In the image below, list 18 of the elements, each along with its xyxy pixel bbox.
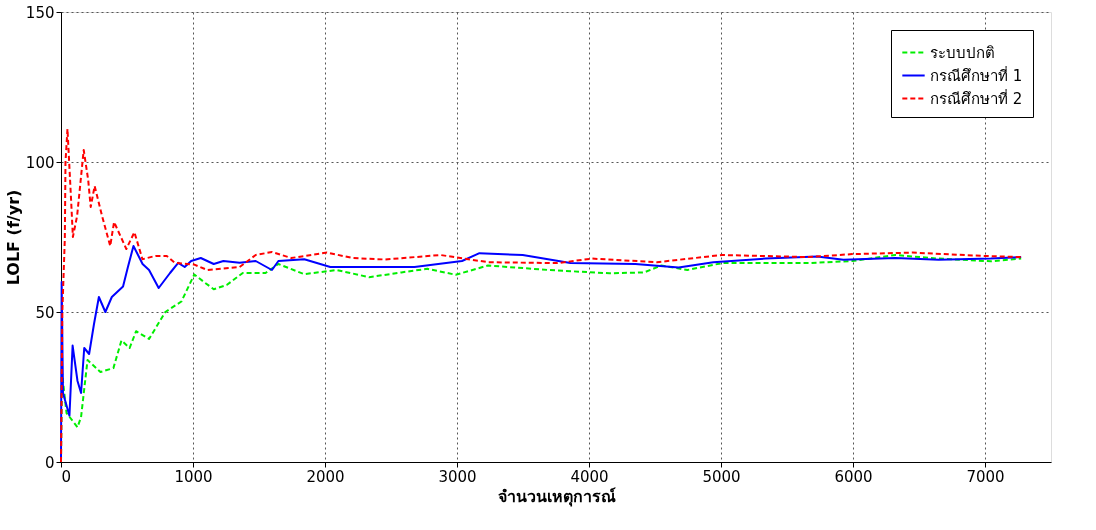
y-axis-title: LOLF (f/yr) [3, 189, 23, 286]
x-tick-label: 3000 [438, 467, 477, 486]
x-tick-label: 1000 [174, 467, 213, 486]
x-tick-label: 7000 [966, 467, 1005, 486]
x-tick-label: 4000 [570, 467, 609, 486]
y-tick-label: 50 [35, 303, 55, 322]
y-tick-label: 150 [25, 3, 55, 22]
x-tick-label: 6000 [834, 467, 873, 486]
legend-label: ระบบปกติ [930, 43, 995, 62]
line-series [60, 128, 1023, 463]
x-tick-label: 2000 [306, 467, 345, 486]
y-tick-label: 0 [44, 453, 55, 472]
x-tick-label: 5000 [702, 467, 741, 486]
legend-label: กรณีศึกษาที่ 1 [930, 64, 1023, 85]
y-tick-label: 100 [25, 153, 55, 172]
x-axis-title: จำนวนเหตุการณ์ [497, 486, 616, 507]
legend-label: กรณีศึกษาที่ 2 [930, 87, 1023, 108]
x-tick-label: 0 [61, 467, 72, 486]
